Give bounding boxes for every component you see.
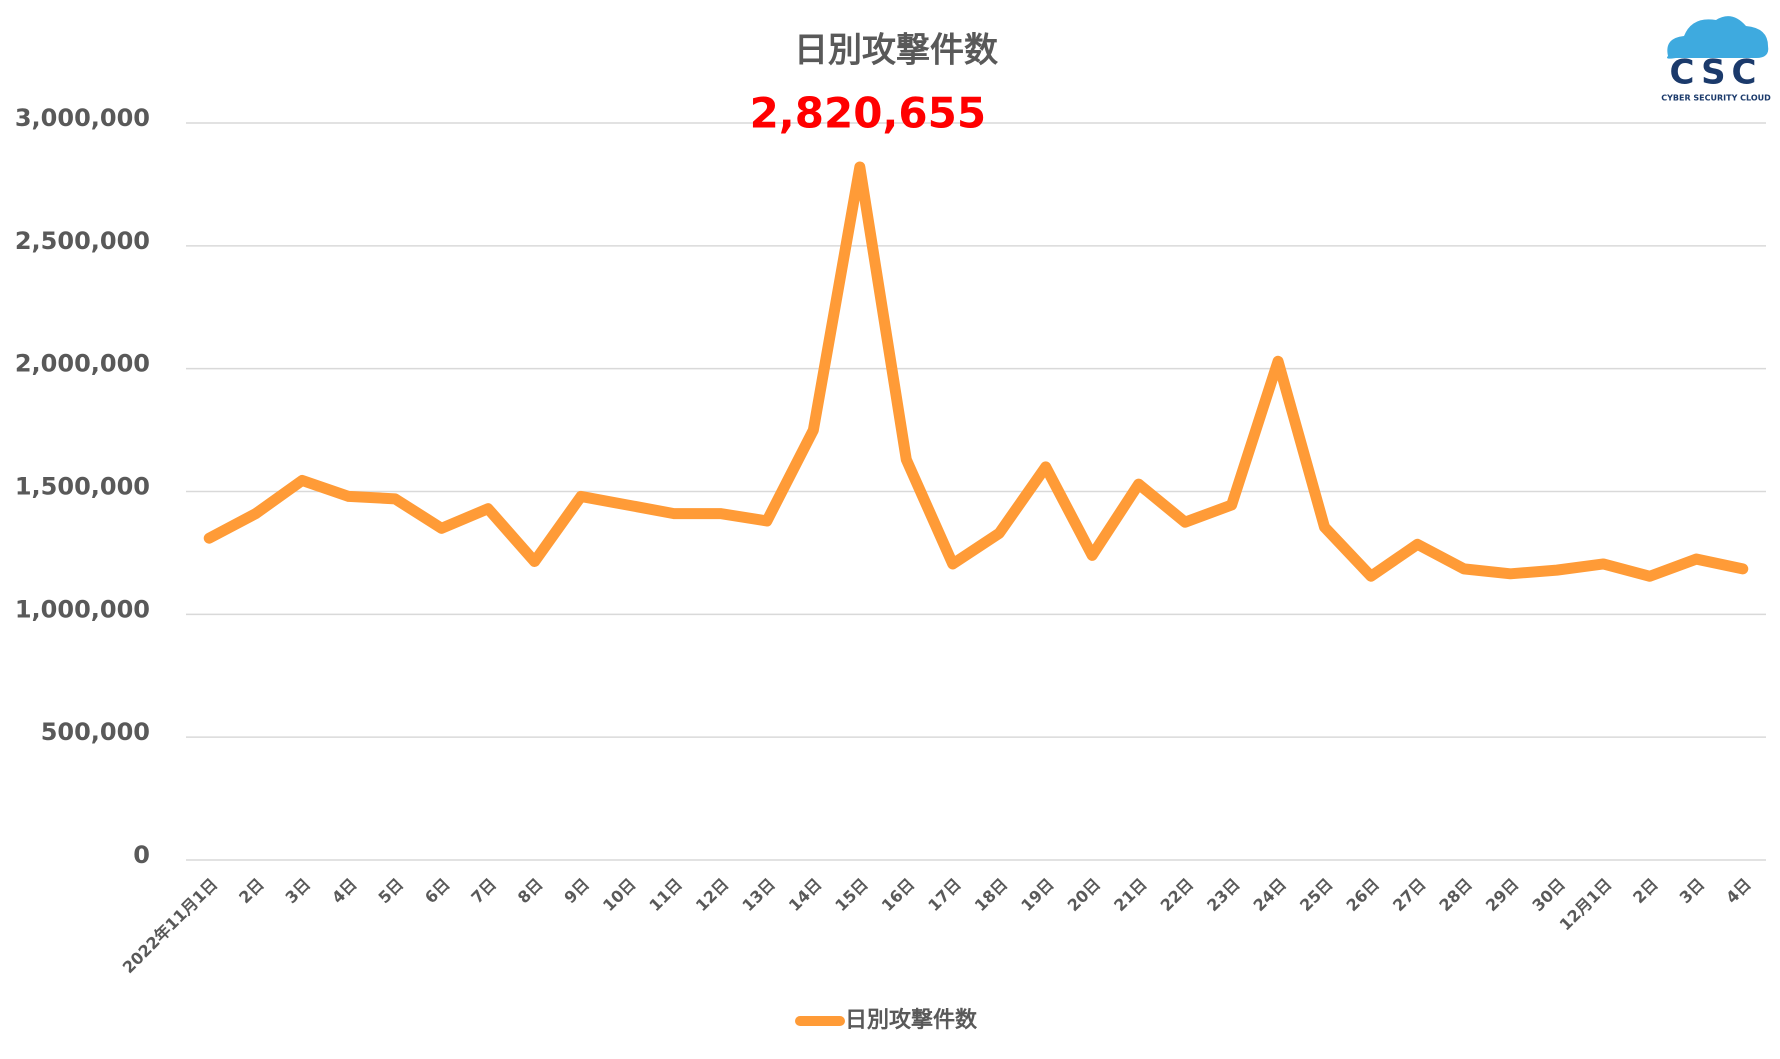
logo: CSC CYBER SECURITY CLOUD <box>1661 16 1771 103</box>
x-tick-label: 15日 <box>831 875 872 916</box>
x-tick-label: 12日 <box>692 875 733 916</box>
x-tick-label: 14日 <box>785 875 826 916</box>
logo-subtitle: CYBER SECURITY CLOUD <box>1661 94 1771 103</box>
y-tick-label: 1,500,000 <box>15 473 150 501</box>
x-tick-label: 2022年11月1日 <box>119 875 221 977</box>
x-tick-label: 18日 <box>971 875 1012 916</box>
legend-label: 日別攻撃件数 <box>845 1007 978 1033</box>
data-label: 2,820,655 <box>750 89 986 138</box>
x-tick-label: 2日 <box>1629 875 1662 908</box>
x-tick-label: 11日 <box>645 875 686 916</box>
x-tick-label: 10日 <box>599 875 640 916</box>
x-tick-label: 30日 <box>1528 875 1569 916</box>
x-tick-label: 3日 <box>1676 875 1709 908</box>
x-tick-label: 13日 <box>738 875 779 916</box>
y-tick-label: 500,000 <box>41 718 150 746</box>
x-tick-label: 29日 <box>1482 875 1523 916</box>
x-tick-label: 23日 <box>1203 875 1244 916</box>
x-tick-label: 4日 <box>328 875 361 908</box>
x-tick-label: 28日 <box>1435 875 1476 916</box>
y-tick-label: 2,000,000 <box>15 350 150 378</box>
y-tick-label: 3,000,000 <box>15 104 150 132</box>
x-tick-label: 24日 <box>1250 875 1291 916</box>
x-tick-label: 22日 <box>1157 875 1198 916</box>
x-tick-label: 20日 <box>1064 875 1105 916</box>
x-tick-label: 16日 <box>878 875 919 916</box>
x-tick-label: 7日 <box>467 875 500 908</box>
x-tick-label: 17日 <box>924 875 965 916</box>
x-tick-label: 3日 <box>282 875 315 908</box>
logo-cloud <box>1667 16 1769 59</box>
x-tick-label: 26日 <box>1343 875 1384 916</box>
y-tick-label: 1,000,000 <box>15 595 150 623</box>
x-tick-label: 21日 <box>1110 875 1151 916</box>
x-tick-label: 12月1日 <box>1556 875 1616 935</box>
chart-title: 日別攻撃件数 <box>794 31 998 71</box>
data-line <box>203 161 1749 582</box>
x-tick-label: 8日 <box>514 875 547 908</box>
x-tick-label: 4日 <box>1722 875 1755 908</box>
x-tick-label: 9日 <box>560 875 593 908</box>
x-tick-label: 25日 <box>1296 875 1337 916</box>
y-tick-label: 2,500,000 <box>15 227 150 255</box>
x-tick-label: 2日 <box>235 875 268 908</box>
x-tick-label: 6日 <box>421 875 454 908</box>
logo-text: CSC <box>1669 53 1762 93</box>
x-tick-label: 5日 <box>375 875 408 908</box>
x-tick-label: 27日 <box>1389 875 1430 916</box>
y-tick-label: 0 <box>133 841 150 869</box>
x-tick-label: 19日 <box>1017 875 1058 916</box>
